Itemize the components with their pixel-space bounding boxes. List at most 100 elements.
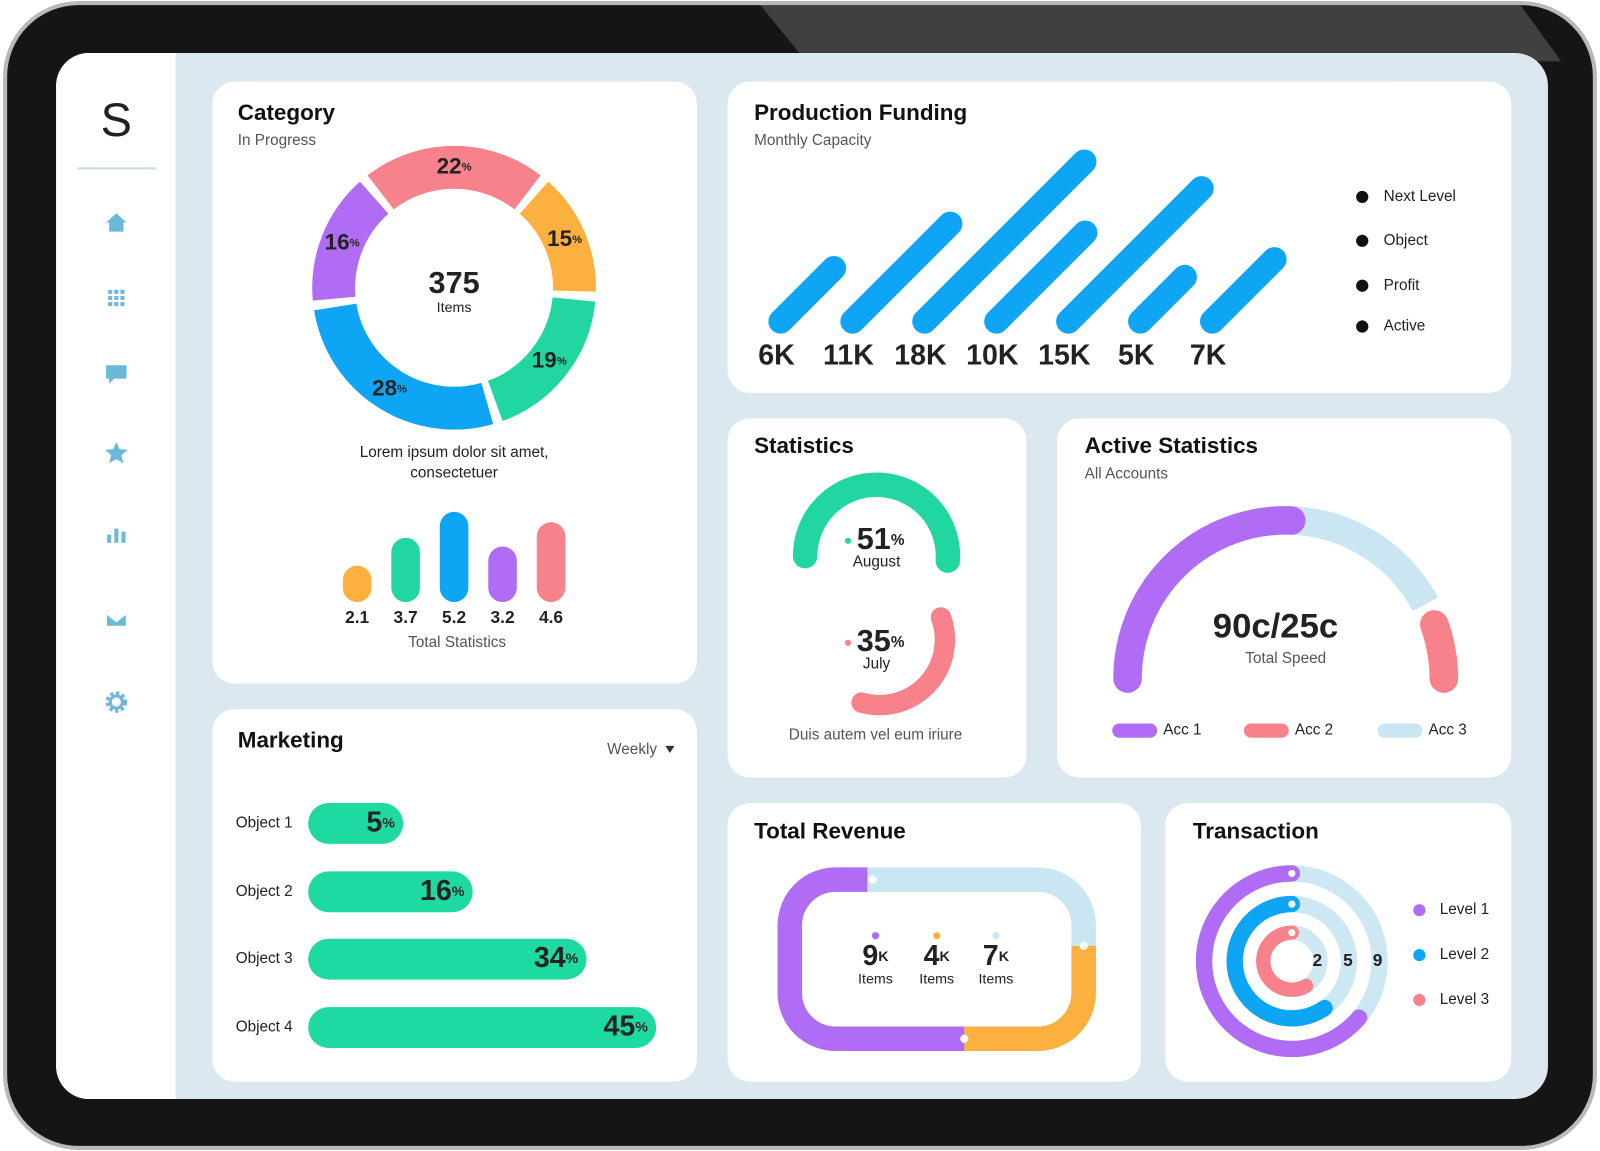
icon-bar bbox=[107, 534, 112, 543]
ring-value: 9 bbox=[1373, 950, 1383, 970]
icon-bar bbox=[114, 528, 119, 543]
speed-label: Total Speed bbox=[1245, 650, 1326, 667]
value: 51 bbox=[857, 522, 891, 556]
icon-dot bbox=[108, 289, 113, 294]
bars-caption: Total Statistics bbox=[408, 634, 506, 651]
revenue-segment bbox=[777, 867, 965, 1052]
item-label: Items bbox=[858, 971, 893, 987]
icon-bar bbox=[121, 531, 126, 543]
funding-bar bbox=[1199, 247, 1287, 334]
legend-label: Acc 3 bbox=[1429, 722, 1467, 739]
description: consectetuer bbox=[410, 465, 498, 482]
progress-bar bbox=[308, 871, 473, 913]
row-label: Object 4 bbox=[236, 1019, 293, 1036]
ring-arc bbox=[1195, 865, 1368, 1058]
row-label: Object 1 bbox=[236, 815, 293, 832]
row-label: Object 2 bbox=[236, 883, 293, 900]
chat-icon[interactable] bbox=[106, 365, 127, 384]
gear-teeth bbox=[105, 691, 128, 713]
item-label: Items bbox=[919, 971, 954, 987]
gear-ring bbox=[108, 694, 124, 710]
legend-dot bbox=[1356, 320, 1369, 333]
donut-segment bbox=[314, 302, 494, 430]
progress-label: 5% bbox=[366, 806, 395, 838]
legend-label: Profit bbox=[1384, 277, 1420, 294]
gauge-dot bbox=[844, 537, 852, 544]
ring-dot bbox=[1288, 929, 1296, 937]
donut-segment bbox=[367, 145, 541, 210]
ring-dot bbox=[1288, 869, 1296, 878]
progress-label: 45% bbox=[603, 1010, 648, 1042]
mini-bar-label: 2.1 bbox=[345, 607, 369, 627]
segment-label: 28% bbox=[372, 375, 407, 400]
icon-dot bbox=[108, 295, 113, 300]
period-dropdown[interactable]: Weekly bbox=[607, 741, 675, 758]
mini-bar bbox=[342, 565, 372, 603]
card-subtitle: In Progress bbox=[238, 132, 317, 149]
stats-icon[interactable] bbox=[107, 528, 126, 543]
track-dot bbox=[868, 875, 877, 884]
legend-label: Object bbox=[1384, 232, 1429, 249]
speed-value: 90c/25c bbox=[1213, 608, 1338, 646]
unit: % bbox=[397, 383, 407, 395]
speed-arc bbox=[1113, 506, 1306, 693]
card-subtitle: Monthly Capacity bbox=[754, 132, 872, 149]
funding-label: 7K bbox=[1190, 340, 1227, 372]
mini-bar-label: 3.2 bbox=[491, 607, 515, 627]
card-title: Production Funding bbox=[754, 100, 967, 125]
legend-label: Level 1 bbox=[1440, 901, 1489, 918]
legend-dot bbox=[1413, 993, 1426, 1007]
unit: K bbox=[940, 949, 951, 965]
funding-label: 6K bbox=[758, 340, 795, 372]
funding-bar bbox=[912, 149, 1097, 334]
progress-bar bbox=[308, 938, 587, 980]
legend-dot bbox=[1356, 190, 1369, 204]
unit: % bbox=[557, 356, 567, 368]
value: 16 bbox=[325, 229, 350, 254]
ring-value: 5 bbox=[1343, 950, 1353, 970]
legend-label: Acc 2 bbox=[1295, 722, 1333, 739]
sidebar bbox=[56, 53, 176, 1099]
card-title: Transaction bbox=[1193, 819, 1319, 844]
segment-label: 15% bbox=[547, 226, 582, 251]
legend-label: Acc 1 bbox=[1163, 722, 1201, 739]
funding-bar bbox=[1056, 176, 1214, 334]
unit: % bbox=[462, 161, 472, 173]
value: 16 bbox=[420, 874, 452, 906]
speed-arc bbox=[1420, 610, 1459, 693]
gauge-arc bbox=[792, 472, 961, 573]
mini-bar-label: 5.2 bbox=[442, 607, 466, 627]
funding-bar bbox=[768, 255, 847, 334]
logo[interactable]: S bbox=[101, 94, 132, 146]
unit: K bbox=[878, 949, 889, 965]
value: 15 bbox=[547, 226, 572, 251]
value: 5 bbox=[366, 806, 382, 838]
gauge-label: August bbox=[853, 553, 901, 570]
progress-label: 34% bbox=[534, 942, 579, 974]
item-value: 9K bbox=[862, 940, 889, 972]
settings-icon[interactable] bbox=[105, 691, 128, 713]
item-value: 7K bbox=[983, 940, 1010, 972]
value: 34 bbox=[534, 942, 566, 974]
gauge-label: July bbox=[863, 655, 891, 672]
funding-label: 15K bbox=[1038, 340, 1091, 372]
card-title: Category bbox=[238, 100, 336, 125]
legend-swatch bbox=[1243, 723, 1289, 738]
card-subtitle: All Accounts bbox=[1085, 466, 1169, 483]
row-label: Object 3 bbox=[236, 950, 293, 967]
donut-total: 375 bbox=[429, 266, 480, 300]
donut-segment bbox=[312, 181, 389, 301]
mini-bar-label: 4.6 bbox=[539, 607, 563, 627]
progress-bar bbox=[308, 803, 404, 844]
donut-segment bbox=[487, 296, 596, 422]
mini-bar bbox=[391, 537, 420, 603]
icon-dot bbox=[120, 289, 125, 294]
apps-icon[interactable] bbox=[108, 289, 125, 307]
mail-icon[interactable] bbox=[105, 612, 128, 628]
ring-arc bbox=[1256, 925, 1314, 997]
star-icon[interactable] bbox=[105, 441, 128, 464]
unit: % bbox=[891, 532, 905, 549]
icon-dot bbox=[114, 302, 119, 307]
statistics-card bbox=[727, 418, 1027, 778]
